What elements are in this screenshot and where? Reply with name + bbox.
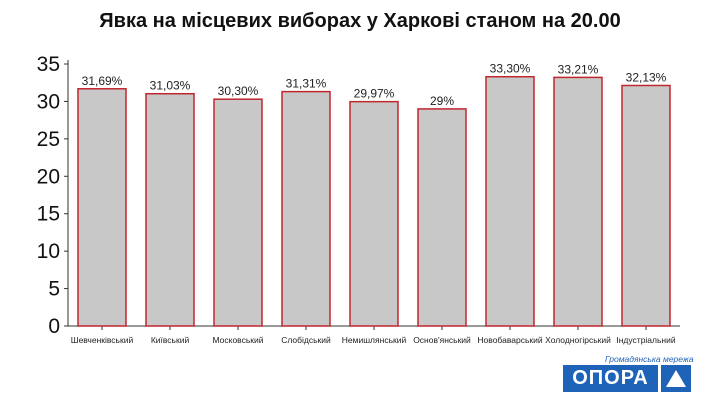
data-label: 32,13% [626,70,667,84]
data-label: 33,21% [558,62,599,76]
bar [553,76,603,327]
chart-title: Явка на місцевих виборах у Харкові стано… [99,10,621,32]
bar [621,84,671,327]
data-label: 30,30% [218,84,259,98]
y-tick-label: 0 [48,315,60,338]
data-label: 29,97% [354,87,395,101]
opora-logo: Громадянська мережа ОПОРА [563,354,713,394]
bar [77,88,127,327]
bars [77,75,671,327]
data-label: 31,31% [286,77,327,91]
bar [281,90,331,327]
category-label: Шевченківський [71,335,134,345]
bar [213,98,263,327]
category-label: Київський [151,335,190,345]
category-label: Холодногірський [545,335,611,345]
bar [349,100,399,327]
axes: 0 5 10 15 20 25 30 35 [37,53,680,338]
bar [417,108,467,327]
category-label: Немишлянський [342,335,407,345]
bar [145,92,195,327]
data-label: 29% [430,94,454,108]
y-tick-label: 20 [37,165,60,188]
y-tick-label: 25 [37,128,60,151]
y-tick-label: 30 [37,90,60,113]
category-label: Московський [212,335,263,345]
data-label: 31,69% [82,74,123,88]
category-label: Індустріальний [616,335,675,345]
logo-subtitle: Громадянська мережа [605,354,694,364]
category-label: Новобаварський [477,335,542,345]
data-label: 33,30% [490,62,531,76]
data-label: 31,03% [150,79,191,93]
y-tick-label: 15 [37,203,60,226]
y-tick-label: 35 [37,53,60,76]
y-tick-label: 5 [48,278,60,301]
labels: 31,69% Шевченківський 31,03% Київський 30,30… [71,62,676,345]
bar [485,75,535,327]
category-label: Основ'янський [413,335,471,345]
category-label: Слобідський [281,335,331,345]
y-tick-label: 10 [37,240,60,263]
logo-name: ОПОРА [563,365,658,392]
triangle-icon [661,365,691,392]
